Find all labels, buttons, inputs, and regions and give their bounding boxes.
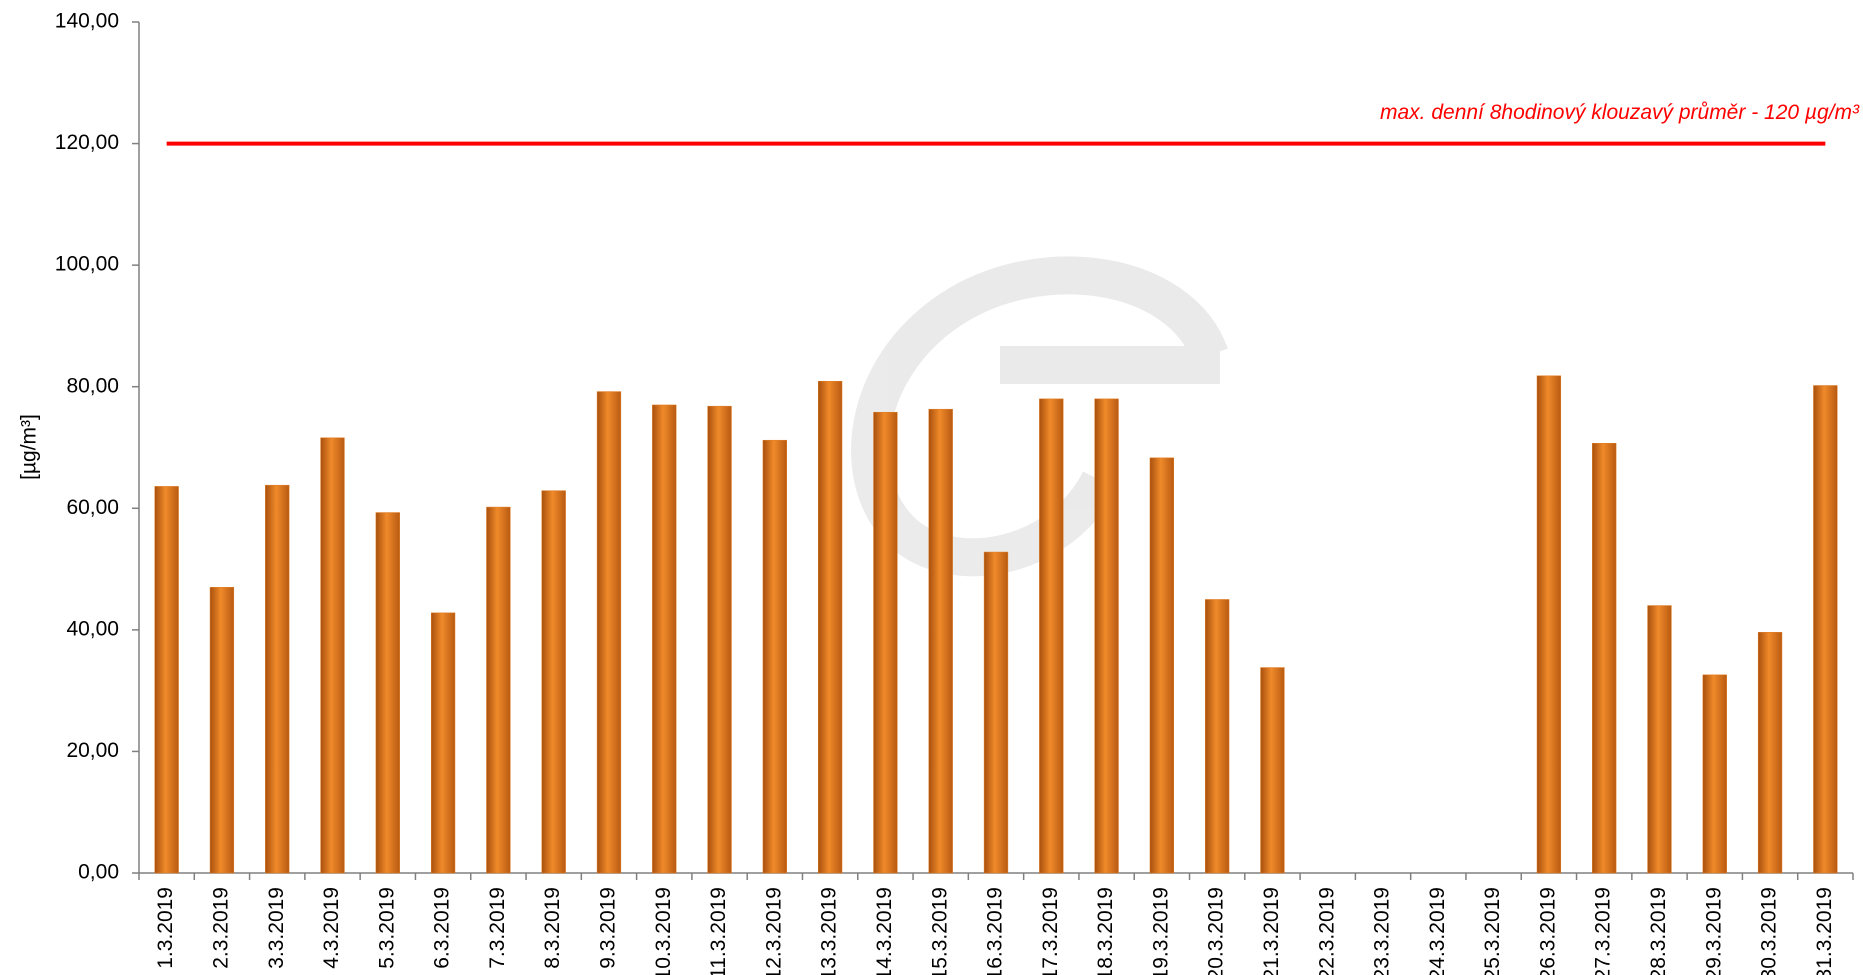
- bar: [1205, 599, 1230, 874]
- bar: [1260, 667, 1285, 874]
- x-tick-label: 27.3.2019: [1592, 887, 1615, 975]
- x-tick-label: 5.3.2019: [375, 887, 398, 969]
- x-tick-label: 11.3.2019: [707, 887, 730, 975]
- y-tick-label: 0,00: [78, 861, 119, 884]
- bar: [928, 408, 953, 874]
- bar: [541, 490, 566, 874]
- y-axis-label: [µg/m³]: [18, 414, 41, 480]
- bar: [983, 551, 1009, 874]
- x-tick-label: 24.3.2019: [1426, 887, 1449, 975]
- bar: [320, 437, 345, 874]
- x-tick-label: 15.3.2019: [928, 887, 951, 975]
- bar: [817, 380, 843, 874]
- bar: [596, 391, 622, 874]
- x-tick-label: 22.3.2019: [1315, 887, 1338, 975]
- bar: [1536, 375, 1562, 874]
- x-tick-label: 21.3.2019: [1260, 887, 1283, 975]
- x-tick-label: 30.3.2019: [1758, 887, 1781, 975]
- bar: [652, 404, 677, 874]
- x-tick-label: 19.3.2019: [1149, 887, 1172, 975]
- x-tick-label: 17.3.2019: [1039, 887, 1062, 975]
- bar: [265, 484, 290, 874]
- x-tick-label: 25.3.2019: [1481, 887, 1504, 975]
- y-tick-label: 120,00: [55, 131, 119, 154]
- bar: [209, 587, 235, 874]
- y-tick-label: 40,00: [66, 617, 119, 640]
- y-tick-label: 100,00: [55, 253, 119, 276]
- x-tick-label: 8.3.2019: [541, 887, 564, 969]
- y-tick-label: 20,00: [66, 739, 119, 762]
- y-tick-label: 60,00: [66, 496, 119, 519]
- bar: [430, 612, 456, 874]
- x-tick-label: 31.3.2019: [1813, 887, 1836, 975]
- x-tick-label: 7.3.2019: [486, 887, 509, 969]
- bar: [1757, 632, 1783, 874]
- bar: [873, 411, 898, 874]
- bar: [1813, 385, 1838, 874]
- x-tick-label: 2.3.2019: [209, 887, 232, 969]
- bar: [1039, 398, 1064, 874]
- x-tick-label: 26.3.2019: [1536, 887, 1559, 975]
- x-tick-label: 14.3.2019: [873, 887, 896, 975]
- bar: [1592, 442, 1617, 874]
- bar: [1149, 457, 1175, 874]
- bar: [707, 405, 732, 874]
- x-tick-label: 9.3.2019: [597, 887, 620, 969]
- x-tick-label: 12.3.2019: [762, 887, 785, 975]
- bar: [762, 439, 787, 874]
- x-tick-label: 10.3.2019: [652, 887, 675, 975]
- x-tick-label: 4.3.2019: [320, 887, 343, 969]
- bar: [486, 506, 511, 874]
- x-tick-label: 29.3.2019: [1702, 887, 1725, 975]
- bar: [154, 486, 179, 874]
- bar: [1647, 605, 1672, 874]
- y-tick-label: 140,00: [55, 10, 119, 33]
- x-tick-label: 6.3.2019: [431, 887, 454, 969]
- x-tick-label: 28.3.2019: [1647, 887, 1670, 975]
- x-tick-label: 16.3.2019: [984, 887, 1007, 975]
- x-tick-label: 23.3.2019: [1371, 887, 1394, 975]
- reference-label: max. denní 8hodinový klouzavý průměr - 1…: [1380, 101, 1860, 124]
- x-tick-label: 1.3.2019: [154, 887, 177, 969]
- x-tick-label: 20.3.2019: [1205, 887, 1228, 975]
- x-tick-label: 13.3.2019: [818, 887, 841, 975]
- x-tick-label: 18.3.2019: [1094, 887, 1117, 975]
- x-tick-label: 3.3.2019: [265, 887, 288, 969]
- bar: [1702, 674, 1727, 874]
- bar: [1094, 398, 1119, 874]
- y-tick-label: 80,00: [66, 374, 119, 397]
- bar: [375, 512, 400, 874]
